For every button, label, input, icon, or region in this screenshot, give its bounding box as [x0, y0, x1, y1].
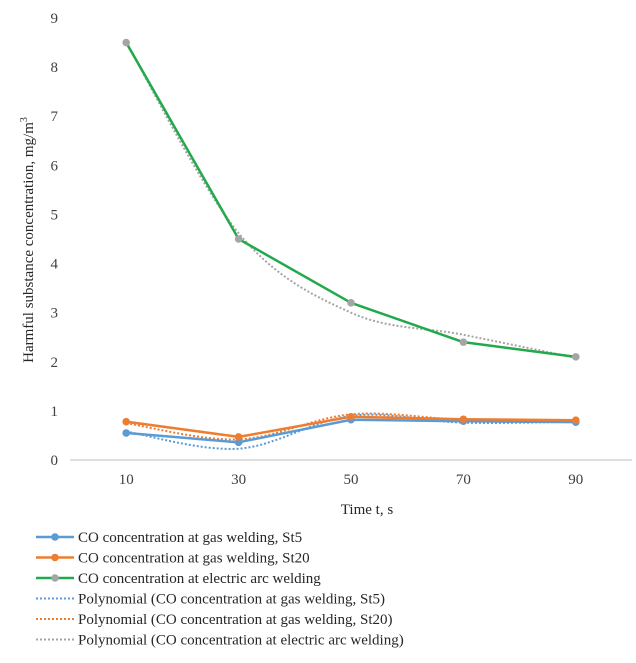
series-line-3 — [125, 41, 576, 359]
y-axis-title-superscript: 3 — [19, 117, 30, 122]
x-tick-label: 50 — [344, 472, 359, 488]
data-point — [122, 429, 130, 437]
data-point — [347, 412, 355, 421]
y-tick-label: 5 — [51, 207, 59, 223]
legend-item: CO concentration at gas welding, St5 — [36, 530, 302, 546]
legend-marker — [51, 574, 59, 582]
legend-marker — [51, 533, 59, 541]
trendline-3 — [125, 42, 577, 359]
data-point — [122, 38, 130, 47]
data-point — [347, 299, 355, 307]
legend-marker — [51, 553, 59, 562]
series-lines — [125, 41, 576, 444]
y-axis-title-main: Harmful substance concentration, mg/m — [21, 122, 37, 363]
legend-item: Polynomial (CO concentration at gas weld… — [36, 592, 385, 608]
data-point — [122, 417, 130, 426]
data-point — [459, 338, 468, 346]
y-tick-label: 6 — [51, 158, 59, 174]
x-tick-label: 90 — [568, 472, 583, 488]
legend-label: CO concentration at gas welding, St5 — [78, 530, 302, 546]
x-axis-title: Time t, s — [341, 502, 394, 518]
y-tick-label: 3 — [51, 306, 59, 322]
y-tick-label: 0 — [51, 453, 59, 469]
y-tick-label: 9 — [51, 11, 59, 27]
legend-label: Polynomial (CO concentration at electric… — [78, 633, 404, 649]
legend-label: CO concentration at gas welding, St20 — [78, 551, 310, 567]
data-point — [572, 416, 580, 425]
data-point — [572, 353, 580, 361]
y-axis-title: Harmful substance concentration, mg/m3 — [19, 117, 37, 363]
x-tick-label: 30 — [231, 472, 246, 488]
y-tick-label: 1 — [51, 404, 59, 420]
x-tick-label: 70 — [456, 472, 471, 488]
trendline-1 — [126, 413, 576, 450]
data-point — [234, 433, 243, 441]
y-tick-labels: 0 1 2 3 4 5 6 7 8 9 — [51, 11, 59, 469]
data-point — [234, 235, 243, 243]
series-markers — [122, 38, 580, 447]
y-tick-label: 4 — [51, 257, 59, 273]
legend: CO concentration at gas welding, St5 CO c… — [36, 530, 404, 649]
legend-item: CO concentration at electric arc welding — [36, 571, 321, 587]
y-tick-label: 8 — [51, 60, 59, 76]
trendlines — [125, 42, 577, 450]
legend-label: Polynomial (CO concentration at gas weld… — [78, 612, 393, 628]
x-tick-label: 10 — [119, 472, 134, 488]
legend-label: CO concentration at electric arc welding — [78, 571, 321, 587]
y-tick-label: 2 — [51, 355, 59, 371]
data-point — [459, 415, 468, 424]
x-tick-labels: 10 30 50 70 90 — [119, 472, 584, 488]
legend-item: Polynomial (CO concentration at gas weld… — [36, 612, 393, 628]
data-point — [234, 438, 243, 447]
legend-item: CO concentration at gas welding, St20 — [36, 551, 310, 567]
legend-label: Polynomial (CO concentration at gas weld… — [78, 592, 385, 608]
y-tick-label: 7 — [51, 109, 59, 125]
legend-item: Polynomial (CO concentration at electric… — [36, 633, 404, 649]
